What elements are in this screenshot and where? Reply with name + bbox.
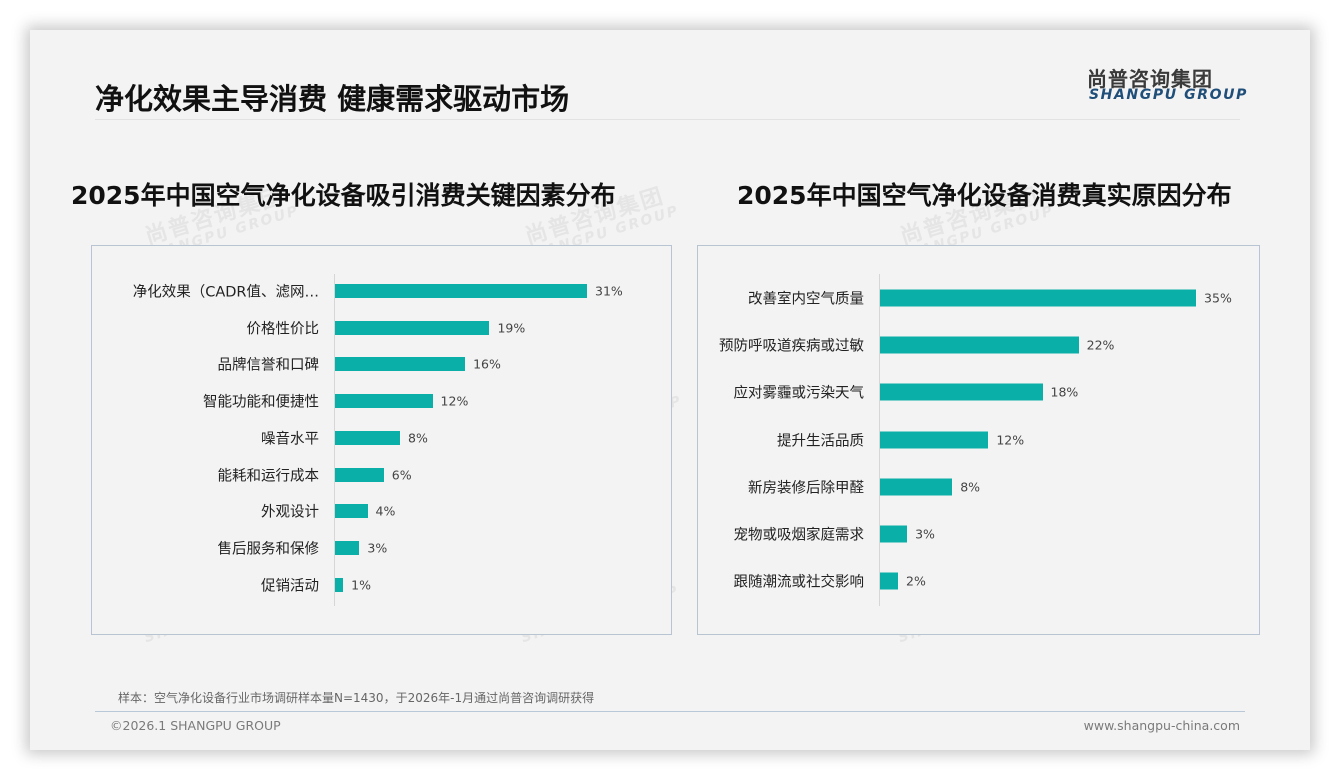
category-label: 促销活动	[261, 578, 319, 595]
bar	[335, 504, 368, 519]
value-label: 22%	[1086, 337, 1115, 353]
bar-row: 宠物或吸烟家庭需求 3%	[698, 524, 1259, 544]
category-label: 预防呼吸道疾病或过敏	[719, 338, 864, 355]
bar-row: 新房装修后除甲醛 8%	[698, 477, 1259, 497]
bar	[335, 394, 433, 409]
bar	[880, 572, 899, 590]
category-label: 能耗和运行成本	[217, 468, 320, 484]
category-label: 智能功能和便捷性	[203, 394, 319, 411]
bar-row: 噪音水平 8%	[92, 428, 671, 448]
value-label: 31%	[595, 283, 623, 299]
category-label: 提升生活品质	[777, 433, 864, 450]
value-label: 18%	[1050, 384, 1079, 400]
bar	[335, 540, 360, 555]
category-label: 品牌信誉和口碑	[217, 357, 320, 374]
bar	[335, 577, 344, 592]
value-label: 3%	[915, 526, 935, 542]
value-label: 35%	[1204, 290, 1232, 306]
category-axis-line	[879, 274, 880, 606]
bar-row: 预防呼吸道疾病或过敏 22%	[698, 335, 1259, 355]
category-label: 改善室内空气质量	[748, 291, 864, 308]
bar	[335, 320, 490, 335]
footer-divider	[95, 711, 1245, 712]
bar	[880, 431, 989, 449]
value-label: 2%	[906, 573, 926, 589]
bar-row: 净化效果（CADR值、滤网… 31%	[92, 281, 671, 301]
bar	[335, 357, 466, 372]
bar	[880, 289, 1197, 307]
left-chart: 净化效果（CADR值、滤网… 31% 价格性价比 19% 品牌信誉和口碑 16% 智能功能和…	[91, 245, 672, 635]
slide: 尚普咨询集团 SHANGPU GROUP 尚普咨询集团 SHANGPU GROU…	[30, 30, 1310, 750]
category-label: 跟随潮流或社交影响	[733, 574, 865, 591]
bar-row: 提升生活品质 12%	[698, 430, 1259, 450]
bar-row: 改善室内空气质量 35%	[698, 288, 1259, 308]
bar-row: 促销活动 1%	[92, 575, 671, 595]
bar-row: 跟随潮流或社交影响 2%	[698, 571, 1259, 591]
bar-row: 外观设计 4%	[92, 501, 671, 521]
bar	[880, 478, 953, 496]
value-label: 4%	[375, 503, 396, 519]
value-label: 12%	[440, 393, 469, 409]
category-label: 价格性价比	[246, 321, 320, 338]
copyright: ©2026.1 SHANGPU GROUP	[110, 718, 281, 733]
category-axis-line	[334, 274, 335, 606]
bar	[880, 336, 1079, 354]
bar	[880, 383, 1043, 401]
value-label: 8%	[960, 479, 981, 495]
category-label: 应对雾霾或污染天气	[733, 385, 865, 402]
logo-cn: 尚普咨询集团	[1087, 67, 1213, 91]
page-title: 净化效果主导消费 健康需求驱动市场	[95, 82, 570, 116]
website-link[interactable]: www.shangpu-china.com	[1083, 718, 1240, 733]
value-label: 3%	[367, 540, 388, 556]
category-label: 售后服务和保修	[217, 541, 320, 558]
category-label: 宠物或吸烟家庭需求	[733, 527, 865, 544]
value-label: 6%	[391, 467, 412, 482]
value-label: 12%	[996, 432, 1025, 448]
bar-row: 应对雾霾或污染天气 18%	[698, 382, 1259, 402]
value-label: 19%	[497, 320, 526, 336]
bar-row: 智能功能和便捷性 12%	[92, 391, 671, 411]
value-label: 16%	[473, 356, 501, 372]
bar-row: 能耗和运行成本 6%	[92, 465, 671, 485]
bar	[335, 467, 384, 482]
category-label: 噪音水平	[261, 431, 319, 448]
left-chart-title: 2025年中国空气净化设备吸引消费关键因素分布	[71, 181, 616, 210]
right-chart: 改善室内空气质量 35% 预防呼吸道疾病或过敏 22% 应对雾霾或污染天气 18% 提升生活…	[697, 245, 1260, 635]
logo-en: SHANGPU GROUP	[1089, 87, 1248, 103]
category-label: 新房装修后除甲醛	[748, 480, 864, 497]
value-label: 1%	[351, 577, 371, 593]
bar-row: 价格性价比 19%	[92, 318, 671, 338]
right-chart-title: 2025年中国空气净化设备消费真实原因分布	[737, 181, 1232, 210]
bar	[335, 284, 588, 298]
bar-row: 品牌信誉和口碑 16%	[92, 354, 671, 374]
category-label: 净化效果（CADR值、滤网…	[132, 284, 319, 301]
bar	[880, 525, 908, 543]
bar	[335, 430, 401, 445]
value-label: 8%	[408, 430, 428, 446]
category-label: 外观设计	[261, 504, 319, 521]
bar-row: 售后服务和保修 3%	[92, 538, 671, 558]
sample-note: 样本：空气净化设备行业市场调研样本量N=1430，于2026年-1月通过尚普咨询…	[118, 691, 595, 705]
title-divider	[95, 119, 1240, 120]
